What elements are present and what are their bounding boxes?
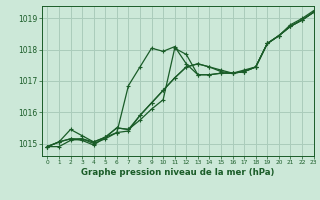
X-axis label: Graphe pression niveau de la mer (hPa): Graphe pression niveau de la mer (hPa) (81, 168, 274, 177)
